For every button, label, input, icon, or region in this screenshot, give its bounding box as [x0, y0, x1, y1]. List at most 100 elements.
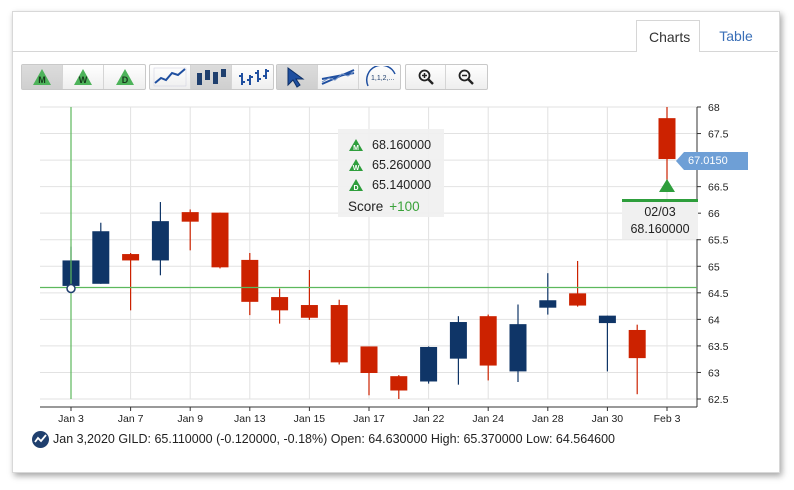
drawing-toolbar: 1,1,2,...	[276, 64, 401, 90]
y-tick-label: 68	[708, 102, 720, 114]
signal-date-box: 02/03 68.160000	[622, 199, 698, 239]
candle-body	[479, 316, 497, 366]
quote-info-text: Jan 3,2020 GILD: 65.110000 (-0.120000, -…	[53, 432, 615, 446]
candle-body	[390, 376, 408, 391]
candle-body	[271, 297, 289, 311]
x-tick-label: Jan 28	[532, 413, 564, 425]
tooltip-daily-value: 65.140000	[372, 178, 432, 192]
x-tick-label: Feb 3	[654, 413, 681, 425]
y-tick-label: 62.5	[708, 394, 729, 406]
line-chart-button[interactable]	[150, 65, 191, 89]
tooltip-row-monthly: M 68.160000	[348, 137, 431, 153]
score: Score +100	[348, 199, 420, 214]
tooltip-monthly-value: 68.160000	[372, 138, 432, 152]
x-tick-label: Jan 30	[592, 413, 624, 425]
daily-triangle-icon: D	[349, 179, 363, 192]
y-tick-label: 66	[708, 208, 720, 220]
tooltip-weekly-value: 65.260000	[372, 158, 432, 172]
x-tick-label: Jan 13	[234, 413, 266, 425]
candle-body	[151, 221, 169, 261]
x-tick-label: Jan 17	[353, 413, 385, 425]
candlestick-chart-button[interactable]	[191, 65, 232, 89]
svg-text:W: W	[353, 165, 360, 172]
candle-body	[449, 322, 467, 359]
x-tick-label: Jan 24	[472, 413, 504, 425]
tooltip-row-weekly: W 65.260000	[348, 157, 431, 173]
tab-table[interactable]: Table	[719, 28, 753, 44]
candle-body	[300, 305, 318, 318]
y-tick-label: 64	[708, 314, 720, 326]
candle-body	[569, 293, 587, 306]
weekly-button[interactable]: W	[63, 65, 104, 89]
zoom-out-icon	[458, 69, 474, 85]
chart-style-toolbar	[149, 64, 274, 90]
zoom-toolbar	[405, 64, 488, 90]
crosshair-marker	[66, 283, 76, 294]
zoom-out-button[interactable]	[446, 65, 486, 89]
monthly-triangle-icon: M	[349, 139, 363, 152]
candle-body	[420, 346, 438, 382]
candle-body	[509, 324, 527, 372]
y-tick-label: 65.5	[708, 235, 729, 247]
tooltip-row-daily: D 65.140000	[348, 177, 431, 193]
score-value: +100	[389, 199, 420, 214]
candle-body	[658, 118, 676, 160]
candle-body	[628, 329, 646, 359]
candle-body	[181, 212, 199, 222]
tab-divider	[12, 51, 778, 52]
y-tick-label: 65	[708, 261, 720, 273]
candle-body	[211, 212, 229, 268]
y-tick-label: 64.5	[708, 288, 729, 300]
signal-tooltip: M 68.160000 W 65.260000 D 65.140000 Scor…	[338, 129, 444, 217]
line-chart-icon	[153, 67, 187, 87]
y-tick-label: 63	[708, 367, 720, 379]
x-tick-label: Jan 15	[294, 413, 326, 425]
candle-body	[598, 315, 616, 324]
x-tick-label: Jan 22	[413, 413, 445, 425]
y-tick-label: 66.5	[708, 182, 729, 194]
candle-body	[330, 305, 348, 363]
trendline-button[interactable]	[318, 65, 359, 89]
y-tick-label: 67.5	[708, 129, 729, 141]
x-tick-label: Jan 3	[58, 413, 84, 425]
signal-date: 02/03	[644, 205, 676, 219]
zoom-in-button[interactable]	[406, 65, 446, 89]
candle-body	[539, 300, 557, 308]
svg-text:1,1,2,...: 1,1,2,...	[371, 75, 394, 82]
x-tick-label: Jan 7	[118, 413, 144, 425]
candle-body	[92, 231, 110, 284]
svg-text:D: D	[121, 75, 128, 85]
pointer-icon	[287, 67, 305, 88]
fibonacci-button[interactable]: 1,1,2,...	[359, 65, 400, 89]
monthly-triangle-icon: M	[33, 69, 51, 85]
quote-info-line: Jan 3,2020 GILD: 65.110000 (-0.120000, -…	[32, 430, 615, 448]
zoom-in-icon	[418, 69, 434, 85]
svg-text:W: W	[79, 75, 88, 85]
signal-triangle-marker	[659, 179, 675, 192]
weekly-triangle-icon: W	[349, 159, 363, 172]
bar-chart-icon	[197, 69, 226, 85]
svg-text:D: D	[353, 185, 358, 192]
ohlc-chart-button[interactable]	[232, 65, 273, 89]
signal-value: 68.160000	[630, 222, 690, 236]
monthly-button[interactable]: M	[22, 65, 63, 89]
pointer-button[interactable]	[277, 65, 318, 89]
tab-charts[interactable]: Charts	[636, 20, 700, 52]
y-tick-label: 63.5	[708, 341, 729, 353]
svg-text:M: M	[38, 75, 46, 85]
period-toolbar: M W D	[21, 64, 146, 90]
last-price-tag: 67.0150	[676, 152, 748, 170]
svg-text:M: M	[353, 145, 359, 152]
weekly-triangle-icon: W	[74, 69, 92, 85]
score-label: Score	[348, 199, 384, 214]
trendline-icon	[321, 69, 355, 85]
candle-body	[122, 254, 140, 261]
x-tick-label: Jan 9	[177, 413, 203, 425]
candle-body	[360, 346, 378, 373]
chart-line-icon	[32, 430, 49, 448]
ohlc-chart-icon	[238, 69, 269, 85]
daily-triangle-icon: D	[115, 69, 134, 85]
daily-button[interactable]: D	[104, 65, 145, 89]
candle-body	[241, 259, 259, 302]
